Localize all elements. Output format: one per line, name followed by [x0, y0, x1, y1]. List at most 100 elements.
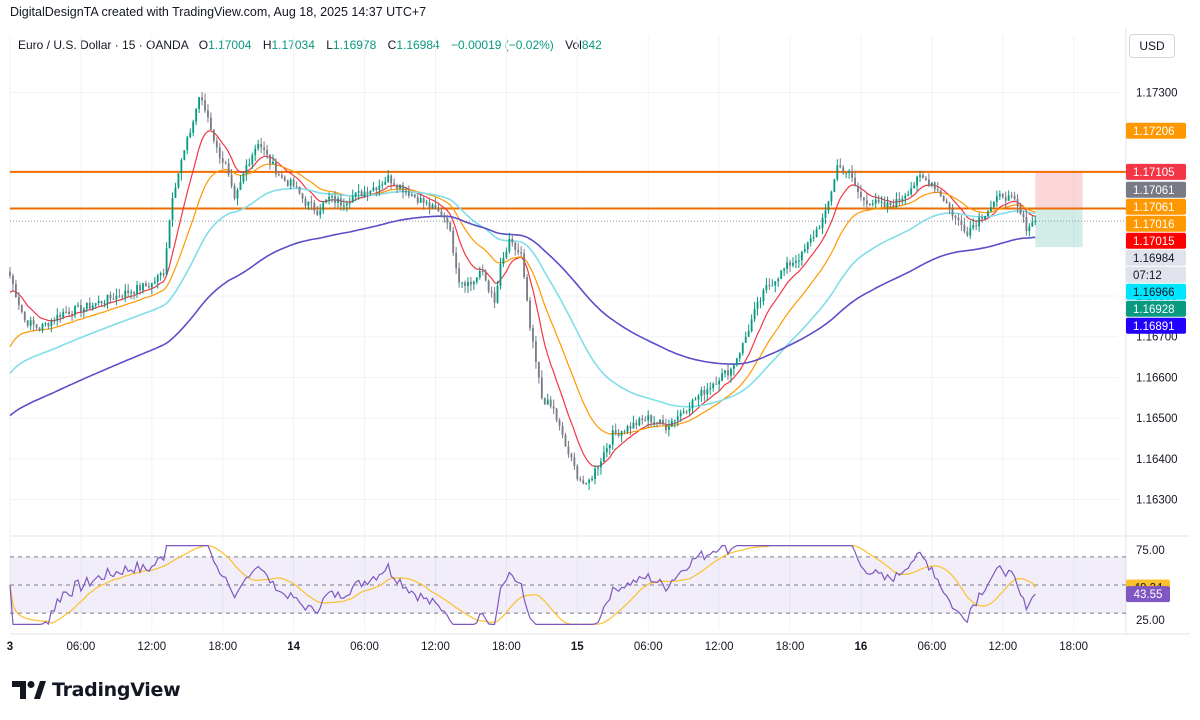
candle-body [227, 163, 230, 175]
tradingview-logo[interactable]: TradingView [12, 678, 181, 702]
candle-body [44, 323, 47, 325]
candle-body [204, 100, 206, 111]
candle [162, 268, 165, 278]
candle-body [280, 175, 283, 178]
candle [440, 208, 443, 218]
candle [337, 195, 339, 208]
candle [738, 352, 741, 363]
candle [17, 292, 20, 310]
candle-body [124, 290, 127, 298]
candle-body [53, 320, 56, 322]
candle [854, 170, 856, 187]
candle [363, 185, 366, 199]
candle [23, 311, 26, 323]
candle [667, 419, 670, 437]
candle-body [972, 225, 975, 228]
time-tick-label: 14 [287, 641, 300, 653]
candle-body [23, 311, 26, 321]
candle-body [656, 422, 658, 424]
candle-body [659, 419, 661, 423]
price-marker-label: 1.17061 [1126, 198, 1186, 215]
candle-body [59, 314, 62, 318]
candle [975, 220, 978, 231]
candle-body [780, 270, 783, 279]
candle [883, 196, 886, 208]
candle [990, 200, 992, 213]
candle [150, 282, 153, 295]
candle [298, 186, 301, 195]
ema-slow-line [9, 187, 1036, 408]
candle [452, 226, 455, 256]
candle-body [913, 185, 916, 189]
candle [29, 316, 32, 330]
candle-body [511, 238, 514, 243]
candle-body [328, 196, 331, 200]
candle-body [1004, 197, 1007, 201]
candle [177, 173, 180, 189]
candle-body [529, 300, 531, 329]
candle-body [144, 283, 147, 287]
candle-body [969, 227, 972, 236]
candle-body [20, 304, 23, 312]
candle [901, 195, 904, 205]
candle-body [97, 300, 100, 304]
candle [987, 209, 989, 217]
symbol-name: Euro / U.S. Dollar · 15 · OANDA [18, 38, 189, 52]
candle-body [82, 308, 85, 313]
candle [842, 165, 845, 175]
candle [62, 308, 65, 320]
candle-body [387, 175, 390, 182]
price-tick-label: 1.16300 [1136, 494, 1178, 506]
candle [449, 221, 452, 232]
candle [561, 422, 564, 439]
candle-body [665, 424, 667, 430]
candle-body [319, 210, 322, 215]
candle [121, 294, 124, 300]
candle-body [201, 97, 203, 101]
candle-body [948, 203, 951, 208]
candle [691, 398, 694, 414]
candle [904, 192, 907, 205]
time-tick-label: 18:00 [208, 641, 237, 653]
price-tick-label: 1.16400 [1136, 454, 1178, 466]
candle [307, 201, 310, 211]
currency-button[interactable]: USD [1129, 34, 1175, 58]
candle [540, 370, 543, 400]
candle [939, 189, 942, 198]
candle [396, 183, 398, 194]
candle [709, 382, 712, 395]
candle [387, 170, 390, 184]
candle [765, 277, 768, 294]
candle [1001, 193, 1004, 199]
candle-body [614, 430, 617, 433]
price-marker-bg [1126, 300, 1186, 317]
candle-body [487, 280, 490, 292]
candle-body [147, 286, 150, 288]
candle [960, 215, 963, 231]
candle-body [895, 198, 898, 208]
candle-body [286, 180, 289, 186]
candle [38, 327, 41, 332]
candle-body [1010, 195, 1013, 197]
candle [266, 144, 268, 159]
price-marker-bg [1126, 317, 1186, 334]
candle [797, 253, 800, 268]
candle-body [987, 211, 989, 217]
candle-body [898, 198, 901, 201]
candle [1013, 191, 1016, 201]
candle [732, 363, 735, 376]
candle-body [868, 204, 871, 206]
candle [517, 243, 520, 256]
time-axis: 3 06:00 12:00 18:00 14 06:00 12:00 18:00 15 06:00… [7, 641, 1088, 653]
candle [1016, 194, 1019, 214]
candle-body [357, 191, 360, 193]
candle [384, 176, 387, 186]
candle [263, 141, 266, 156]
candle-body [461, 282, 463, 284]
candle-body [29, 320, 32, 326]
candle [676, 409, 679, 427]
candle-body [611, 430, 614, 445]
candle [582, 475, 585, 485]
candle-body [806, 242, 809, 250]
